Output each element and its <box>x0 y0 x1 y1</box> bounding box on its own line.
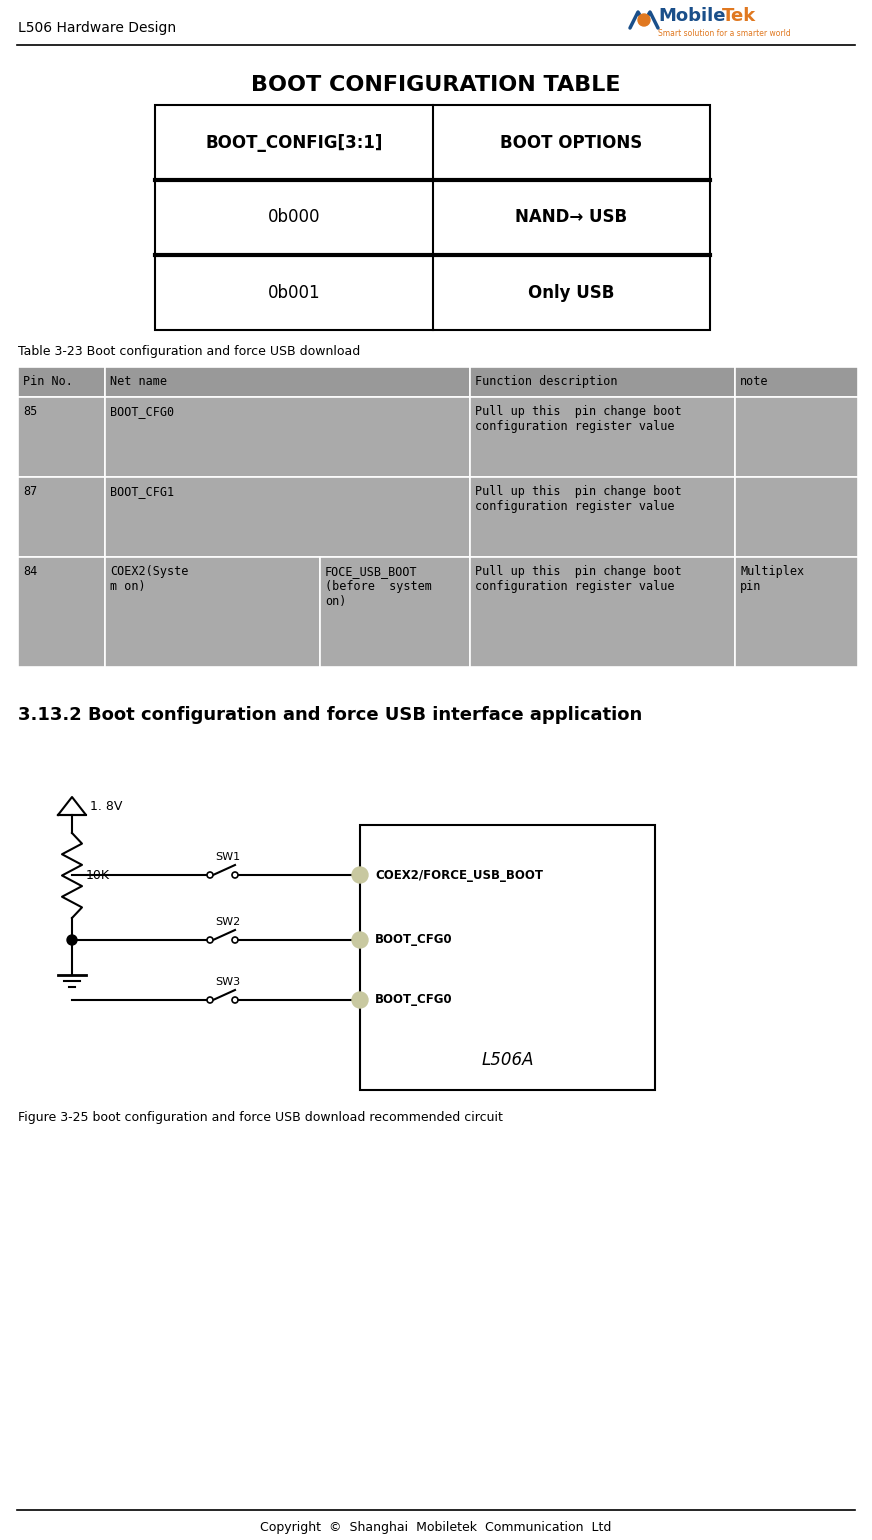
Text: SW3: SW3 <box>215 976 240 987</box>
Bar <box>470 477 735 557</box>
Text: 1. 8V: 1. 8V <box>90 799 122 813</box>
Bar <box>18 397 105 477</box>
Bar <box>735 367 858 397</box>
Text: Smart solution for a smarter world: Smart solution for a smarter world <box>658 29 791 38</box>
Text: Multiplex
pin: Multiplex pin <box>740 565 804 593</box>
Circle shape <box>352 867 368 882</box>
Bar <box>18 367 105 397</box>
Text: BOOT_CFG0: BOOT_CFG0 <box>375 993 453 1007</box>
Text: Copyright  ©  Shanghai  Mobiletek  Communication  Ltd: Copyright © Shanghai Mobiletek Communica… <box>261 1520 611 1534</box>
Bar <box>18 477 105 557</box>
Bar <box>105 477 470 557</box>
Text: Pull up this  pin change boot
configuration register value: Pull up this pin change boot configurati… <box>475 405 682 433</box>
Text: Mobile: Mobile <box>658 8 726 25</box>
Text: Pull up this  pin change boot
configuration register value: Pull up this pin change boot configurati… <box>475 565 682 593</box>
Circle shape <box>232 872 238 878</box>
Bar <box>18 557 105 667</box>
Bar <box>155 256 710 330</box>
Bar <box>470 397 735 477</box>
Bar <box>155 105 710 180</box>
Circle shape <box>352 932 368 949</box>
Text: BOOT_CONFIG[3:1]: BOOT_CONFIG[3:1] <box>205 134 383 151</box>
Circle shape <box>207 996 213 1003</box>
Text: L506 Hardware Design: L506 Hardware Design <box>18 22 176 35</box>
Text: L506A: L506A <box>481 1050 534 1069</box>
Bar <box>105 367 470 397</box>
Bar <box>155 180 710 256</box>
Text: 3.13.2 Boot configuration and force USB interface application: 3.13.2 Boot configuration and force USB … <box>18 705 643 724</box>
Text: Function description: Function description <box>475 376 617 388</box>
Text: Tek: Tek <box>722 8 756 25</box>
Bar <box>470 557 735 667</box>
Bar <box>470 367 735 397</box>
Text: BOOT CONFIGURATION TABLE: BOOT CONFIGURATION TABLE <box>251 75 621 95</box>
Bar <box>735 477 858 557</box>
Bar <box>105 557 320 667</box>
Text: Table 3-23 Boot configuration and force USB download: Table 3-23 Boot configuration and force … <box>18 345 360 359</box>
Bar <box>735 557 858 667</box>
Bar <box>320 557 470 667</box>
Text: BOOT_CFG1: BOOT_CFG1 <box>110 485 174 497</box>
Text: FOCE_USB_BOOT
(before  system
on): FOCE_USB_BOOT (before system on) <box>325 565 432 608</box>
Text: 10K: 10K <box>86 869 110 882</box>
Circle shape <box>638 14 650 26</box>
Text: SW2: SW2 <box>215 916 241 927</box>
Text: BOOT_CFG0: BOOT_CFG0 <box>375 933 453 947</box>
Circle shape <box>207 872 213 878</box>
Text: NAND→ USB: NAND→ USB <box>515 208 627 226</box>
Text: Only USB: Only USB <box>528 283 615 302</box>
Circle shape <box>232 996 238 1003</box>
Bar <box>360 825 655 1090</box>
Text: 85: 85 <box>23 405 37 417</box>
Circle shape <box>67 935 77 946</box>
Text: BOOT OPTIONS: BOOT OPTIONS <box>501 134 643 151</box>
Circle shape <box>352 992 368 1009</box>
Bar <box>105 397 470 477</box>
Text: 87: 87 <box>23 485 37 497</box>
Text: Pull up this  pin change boot
configuration register value: Pull up this pin change boot configurati… <box>475 485 682 513</box>
Circle shape <box>207 936 213 942</box>
Text: SW1: SW1 <box>215 852 240 862</box>
Text: 84: 84 <box>23 565 37 578</box>
Circle shape <box>232 936 238 942</box>
Text: Figure 3-25 boot configuration and force USB download recommended circuit: Figure 3-25 boot configuration and force… <box>18 1112 503 1124</box>
Text: note: note <box>740 376 768 388</box>
Text: COEX2(Syste
m on): COEX2(Syste m on) <box>110 565 188 593</box>
Text: COEX2/FORCE_USB_BOOT: COEX2/FORCE_USB_BOOT <box>375 869 543 881</box>
Text: Net name: Net name <box>110 376 167 388</box>
Bar <box>735 397 858 477</box>
Text: 0b001: 0b001 <box>268 283 320 302</box>
Text: BOOT_CFG0: BOOT_CFG0 <box>110 405 174 417</box>
Text: Pin No.: Pin No. <box>23 376 73 388</box>
Text: 0b000: 0b000 <box>268 208 320 226</box>
